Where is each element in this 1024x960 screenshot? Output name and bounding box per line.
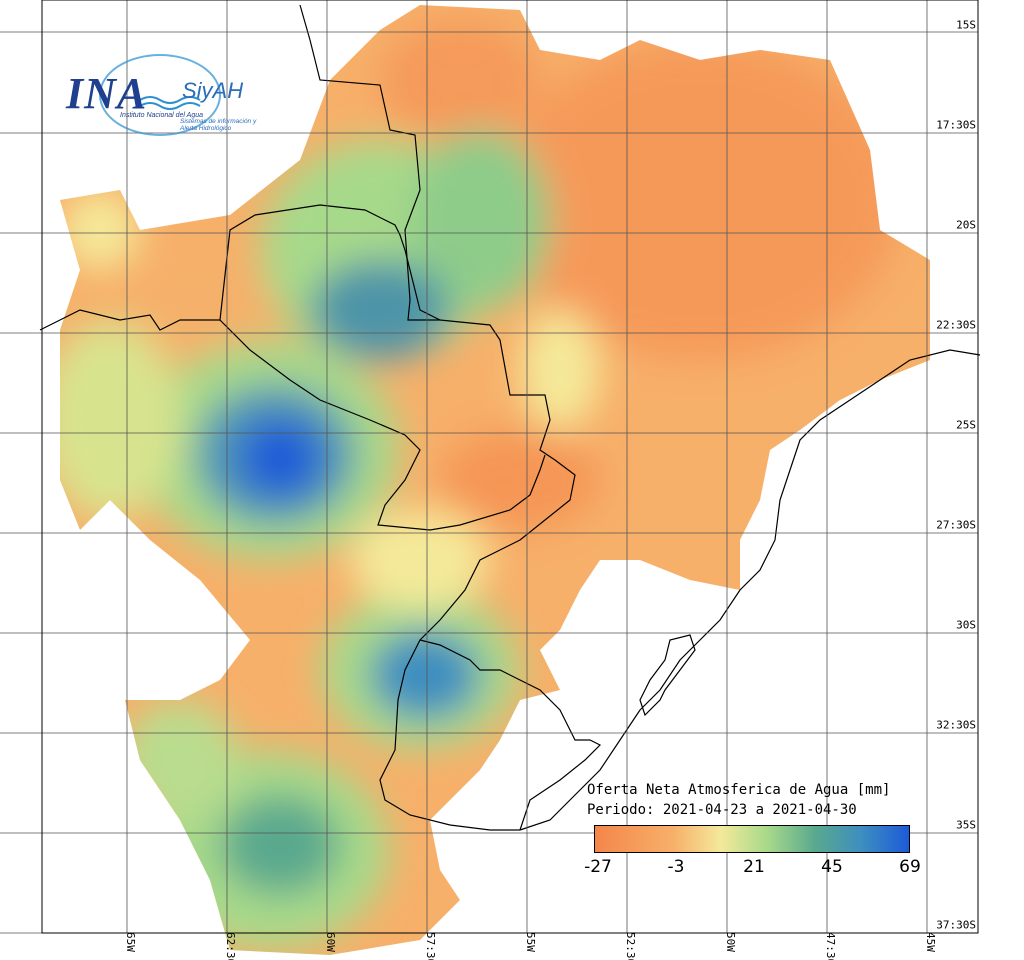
legend-period: Periodo: 2021-04-23 a 2021-04-30 bbox=[587, 802, 857, 818]
lon-label: 45W bbox=[924, 932, 937, 952]
logo-tagline: Sistemas de información y Alerta Hidroló… bbox=[180, 118, 257, 132]
lat-label: 25S bbox=[956, 418, 976, 432]
logo-subtitle: Instituto Nacional del Agua bbox=[120, 112, 204, 119]
legend-title: Oferta Neta Atmosferica de Agua [mm] bbox=[587, 782, 891, 798]
lon-label: 57:30W bbox=[424, 932, 437, 960]
logo-swirl-icon bbox=[99, 54, 221, 136]
legend-tick: 69 bbox=[899, 857, 921, 877]
lon-label: 52:30W bbox=[624, 932, 637, 960]
lon-label: 47:30W bbox=[824, 932, 837, 960]
lat-label: 22:30S bbox=[936, 318, 976, 332]
lat-label: 20S bbox=[956, 218, 976, 232]
legend-colorbar bbox=[594, 825, 910, 853]
borders bbox=[39, 4, 981, 831]
legend-tick: -3 bbox=[667, 857, 685, 877]
lat-label: 15S bbox=[956, 18, 976, 32]
map-frame bbox=[41, 0, 979, 934]
lat-label: 17:30S bbox=[936, 118, 976, 132]
logo-siyah-text: SiyAH bbox=[182, 78, 244, 103]
lon-label: 60W bbox=[324, 932, 337, 952]
ina-siyah-logo: INA SiyAH Instituto Nacional del Agua Si… bbox=[60, 50, 270, 145]
legend-tick: 45 bbox=[821, 857, 843, 877]
lat-label: 30S bbox=[956, 618, 976, 632]
legend-tick: 21 bbox=[743, 857, 765, 877]
logo-ina-text: INA bbox=[66, 69, 148, 118]
lat-label: 35S bbox=[956, 818, 976, 832]
lon-label: 62:30W bbox=[224, 932, 237, 960]
legend-tick: -27 bbox=[584, 857, 612, 877]
lat-label: 37:30S bbox=[936, 918, 976, 932]
lon-label: 65W bbox=[124, 932, 137, 952]
lon-label: 55W bbox=[524, 932, 537, 952]
lat-label: 27:30S bbox=[936, 518, 976, 532]
lon-label: 50W bbox=[724, 932, 737, 952]
lat-label: 32:30S bbox=[936, 718, 976, 732]
